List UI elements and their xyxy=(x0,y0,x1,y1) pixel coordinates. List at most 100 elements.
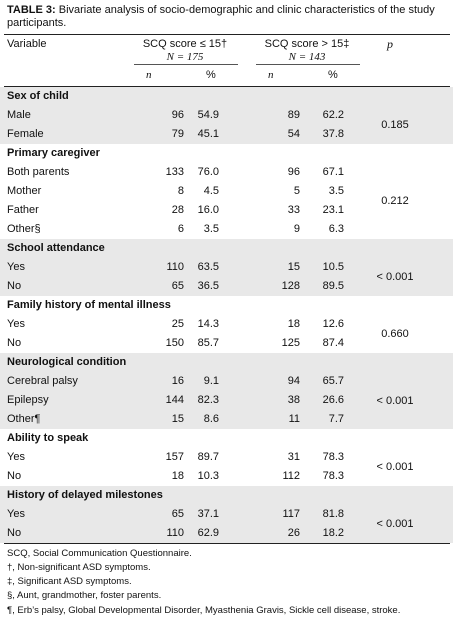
group2-n-cell: 18 xyxy=(287,318,300,330)
p-value: < 0.001 xyxy=(376,394,414,407)
group1-n-cell: 65 xyxy=(171,508,184,520)
group2-header: SCQ score > 15‡ N = 143 xyxy=(252,38,362,64)
top-rule xyxy=(4,34,450,35)
group2-n-cell: 26 xyxy=(287,527,300,539)
group1-pct-cell: 3.5 xyxy=(203,223,219,235)
group1-header: SCQ score ≤ 15† N = 175 xyxy=(130,38,240,64)
group1-n-cell: 8 xyxy=(177,185,184,197)
group-row: Ability to speak xyxy=(0,429,453,448)
row-label: Epilepsy xyxy=(7,394,49,406)
group1-n-cell: 110 xyxy=(166,261,184,273)
table-row: Other¶ 15 8.6 11 7.7 xyxy=(0,410,453,429)
group2-n-cell: 112 xyxy=(282,470,300,482)
row-label: Other§ xyxy=(7,223,41,235)
group1-pct-cell: 54.9 xyxy=(197,109,219,121)
table-caption: TABLE 3: Bivariate analysis of socio-dem… xyxy=(7,4,447,30)
group1-n-cell: 96 xyxy=(171,109,184,121)
group1-n-cell: 6 xyxy=(177,223,184,235)
row-label: Yes xyxy=(7,318,25,330)
group1-n-cell: 28 xyxy=(171,204,184,216)
group2-n-cell: 31 xyxy=(287,451,300,463)
group1-header-n: N = 175 xyxy=(166,51,204,63)
group1-n-header: n xyxy=(146,69,152,81)
table-row: Yes 25 14.3 18 12.6 xyxy=(0,315,453,334)
row-label: No xyxy=(7,527,22,539)
table-row: Cerebral palsy 16 9.1 94 65.7 xyxy=(0,372,453,391)
table-row: Epilepsy 144 82.3 38 26.6 xyxy=(0,391,453,410)
table-row: No 65 36.5 128 89.5 xyxy=(0,277,453,296)
group2-n-cell: 38 xyxy=(287,394,300,406)
group2-pct-cell: 12.6 xyxy=(322,318,344,330)
table-row: Other§ 6 3.5 9 6.3 xyxy=(0,220,453,239)
group2-pct-cell: 62.2 xyxy=(322,109,344,121)
group1-n-cell: 150 xyxy=(165,337,184,349)
group1-n-cell: 16 xyxy=(171,375,184,387)
group1-n-cell: 133 xyxy=(165,166,184,178)
row-label: Yes xyxy=(7,261,25,273)
group1-pct-cell: 8.6 xyxy=(203,413,219,425)
footnote: †, Non-significant ASD symptoms. xyxy=(7,562,151,573)
group1-pct-header: % xyxy=(206,69,216,81)
row-label: Both parents xyxy=(7,166,70,178)
group2-n-cell: 89 xyxy=(287,109,300,121)
table-row: Yes 65 37.1 117 81.8 xyxy=(0,505,453,524)
group1-n-cell: 110 xyxy=(166,527,184,539)
group1-pct-cell: 36.5 xyxy=(197,280,219,292)
group2-n-cell: 94 xyxy=(287,375,300,387)
group2-n-cell: 5 xyxy=(293,185,300,197)
group1-pct-cell: 10.3 xyxy=(197,470,219,482)
row-label: Male xyxy=(7,109,31,121)
group2-pct-cell: 18.2 xyxy=(322,527,344,539)
group1-n-cell: 18 xyxy=(171,470,184,482)
group2-n-cell: 128 xyxy=(281,280,300,292)
row-label: Cerebral palsy xyxy=(7,375,78,387)
group-row: Neurological condition xyxy=(0,353,453,372)
group2-pct-cell: 23.1 xyxy=(322,204,344,216)
group1-pct-cell: 9.1 xyxy=(203,375,219,387)
group1-rule xyxy=(134,64,238,65)
row-label: No xyxy=(7,337,22,349)
group2-rule xyxy=(256,64,360,65)
group-label: Neurological condition xyxy=(7,356,127,368)
group2-pct-cell: 3.5 xyxy=(328,185,344,197)
group2-n-cell: 15 xyxy=(287,261,300,273)
group1-pct-cell: 76.0 xyxy=(197,166,219,178)
group2-pct-cell: 89.5 xyxy=(322,280,344,292)
group-label: Ability to speak xyxy=(7,432,89,444)
group2-n-header: n xyxy=(268,69,274,81)
group2-pct-cell: 26.6 xyxy=(322,394,344,406)
p-value: 0.185 xyxy=(381,119,409,131)
table-row: Male 96 54.9 89 62.2 xyxy=(0,106,453,125)
group1-n-cell: 79 xyxy=(171,128,184,140)
group2-pct-cell: 87.4 xyxy=(322,337,344,349)
group1-pct-cell: 85.7 xyxy=(197,337,219,349)
group2-pct-header: % xyxy=(328,69,338,81)
group2-n-cell: 117 xyxy=(282,508,300,520)
group-label: History of delayed milestones xyxy=(7,489,163,501)
row-label: Father xyxy=(7,204,39,216)
table-row: No 18 10.3 112 78.3 xyxy=(0,467,453,486)
group2-n-cell: 125 xyxy=(281,337,300,349)
row-label: Mother xyxy=(7,185,42,197)
footnote: SCQ, Social Communication Questionnaire. xyxy=(7,548,192,559)
group2-n-cell: 96 xyxy=(287,166,300,178)
group2-n-cell: 33 xyxy=(287,204,300,216)
group1-pct-cell: 16.0 xyxy=(197,204,219,216)
group1-pct-cell: 37.1 xyxy=(197,508,219,520)
table-title: Bivariate analysis of socio-demographic … xyxy=(7,4,435,29)
group-row: Primary caregiver xyxy=(0,144,453,163)
p-value: < 0.001 xyxy=(376,518,414,530)
group-label: School attendance xyxy=(7,242,105,254)
table-row: Yes 110 63.5 15 10.5 xyxy=(0,258,453,277)
table-row: Yes 157 89.7 31 78.3 xyxy=(0,448,453,467)
group1-pct-cell: 45.1 xyxy=(197,128,219,140)
p-value: < 0.001 xyxy=(376,461,414,473)
p-value: 0.212 xyxy=(381,195,409,207)
variable-header: Variable xyxy=(7,38,47,50)
group1-n-cell: 65 xyxy=(171,280,184,292)
group2-n-cell: 9 xyxy=(293,223,300,235)
group2-pct-cell: 81.8 xyxy=(322,508,344,520)
group2-pct-cell: 7.7 xyxy=(328,413,344,425)
p-value: < 0.001 xyxy=(376,271,414,283)
